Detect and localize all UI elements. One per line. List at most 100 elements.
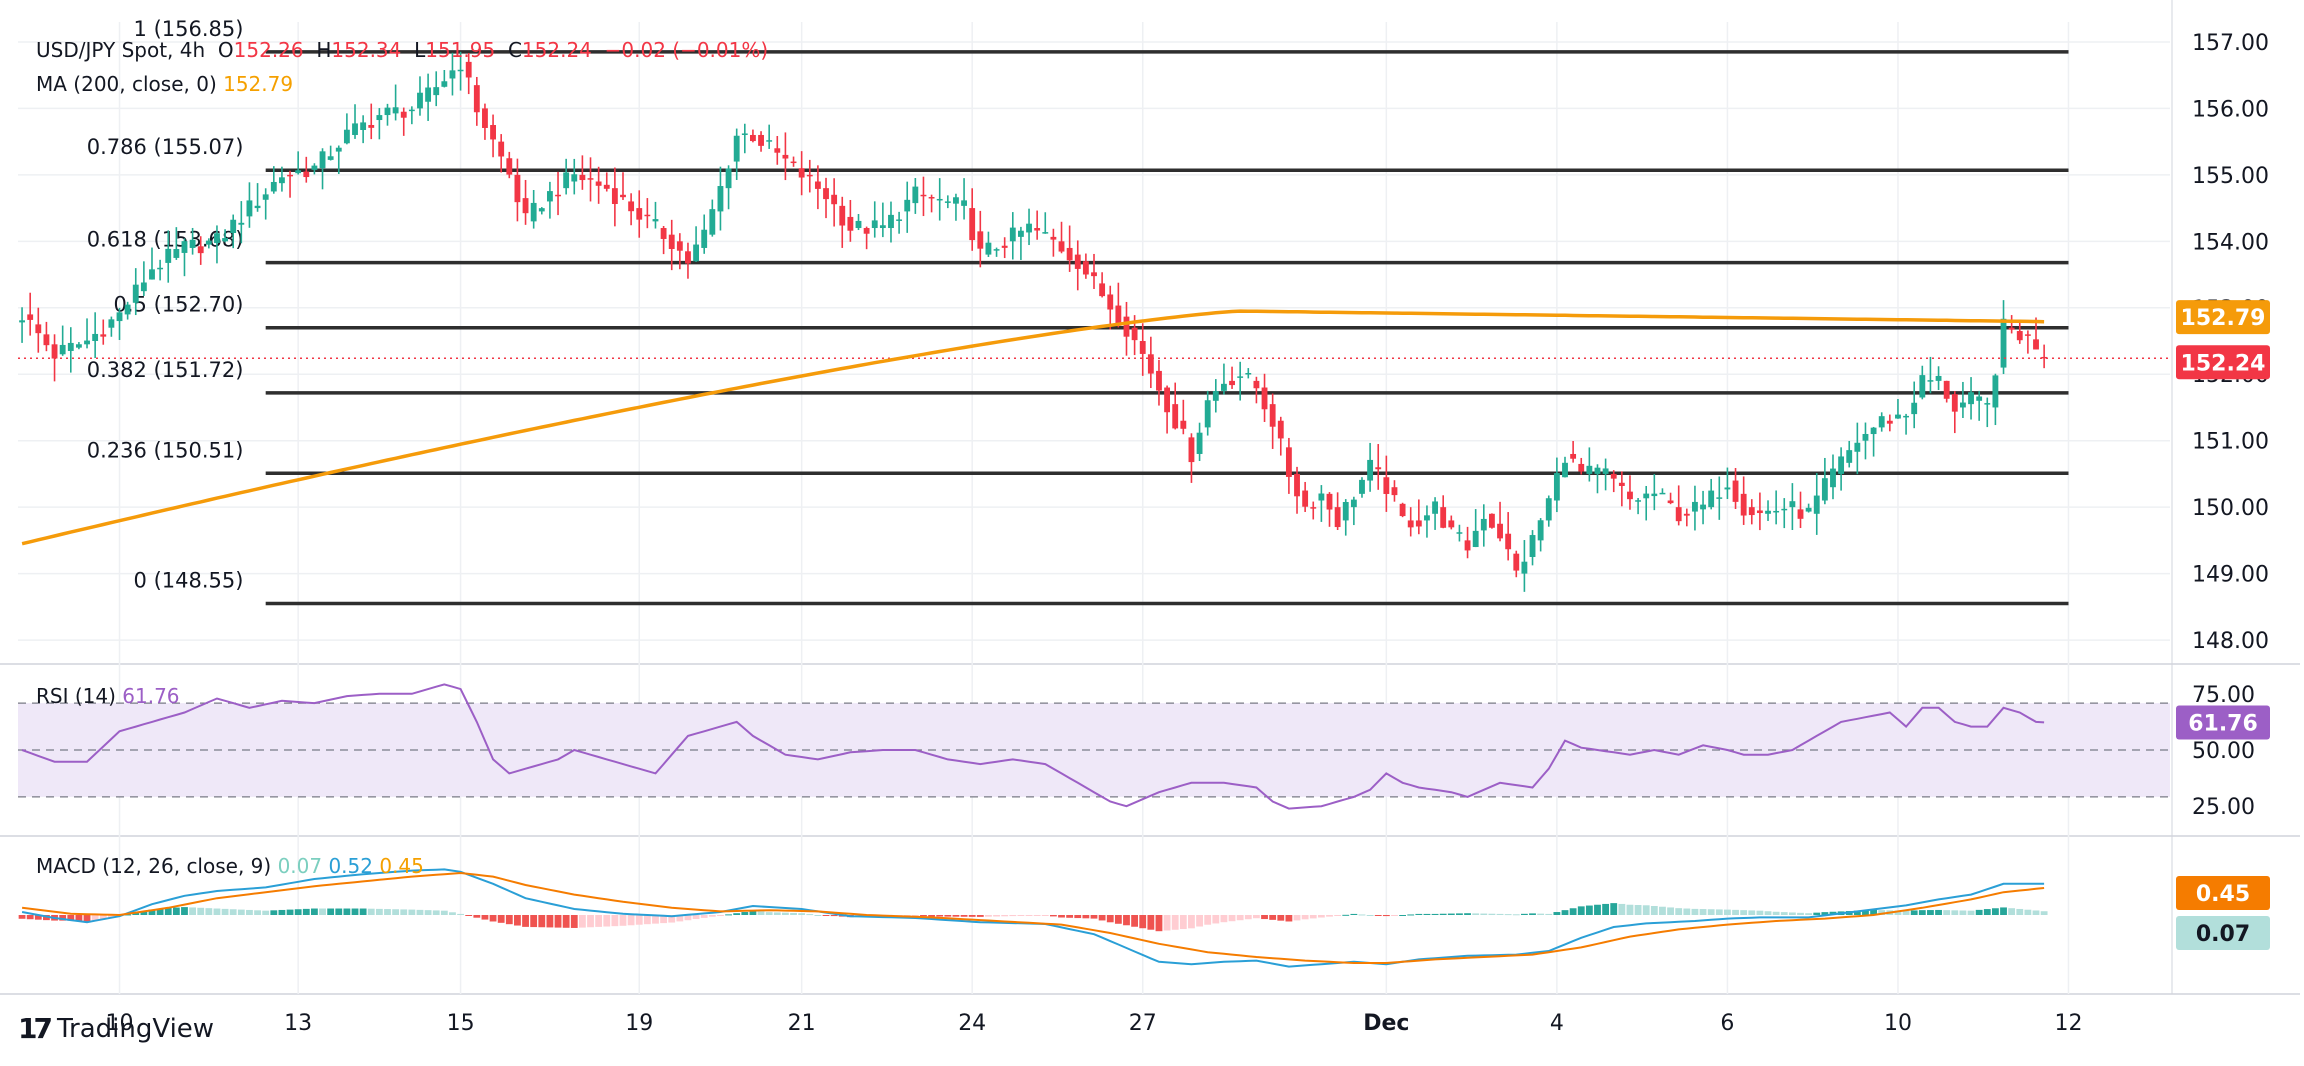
candle-body (595, 181, 602, 186)
candle-body (790, 161, 797, 164)
candle-body (498, 141, 505, 157)
candle-body (871, 220, 878, 229)
macd-histogram-bar (1634, 905, 1642, 915)
macd-histogram-bar (2008, 908, 2016, 915)
price-tick-label: 156.00 (2192, 97, 2269, 122)
macd-histogram-bar (384, 909, 391, 915)
ma200-line (21, 309, 2045, 546)
rsi-line (21, 683, 2045, 810)
macd-histogram-bar (1082, 915, 1090, 919)
macd-histogram-bar (1545, 913, 1553, 915)
macd-histogram-bar (1488, 913, 1496, 915)
candle-body (360, 122, 367, 130)
macd-histogram-bar (481, 915, 489, 920)
candle-body (782, 154, 789, 159)
macd-histogram-bar (416, 909, 424, 915)
macd-histogram-bar (1504, 914, 1512, 916)
candle-body (1521, 561, 1528, 574)
candle-body (1204, 400, 1211, 428)
candle-body (124, 304, 131, 315)
candle-body (43, 334, 50, 346)
macd-histogram-bar (43, 915, 50, 921)
macd-histogram-bar (578, 915, 586, 928)
macd-histogram-bar (1464, 913, 1471, 915)
rsi-value: 61.76 (122, 684, 180, 708)
macd-histogram-bar (960, 915, 968, 917)
macd-histogram-bar (164, 907, 172, 915)
macd-histogram-bar (1829, 911, 1837, 915)
grid-lines (0, 0, 2300, 995)
candle-body (1976, 396, 1983, 401)
candle-body (1180, 420, 1187, 429)
candle-body (1480, 518, 1487, 531)
candle-body (1870, 427, 1877, 435)
macd-histogram-bar (278, 909, 286, 915)
brand[interactable]: 𝟭𝟳 TradingView (18, 1012, 214, 1045)
macd-histogram-bar (627, 915, 635, 926)
candle-body (149, 269, 155, 280)
candle-body (295, 170, 302, 174)
candle-body (1838, 456, 1845, 474)
candle-body (961, 200, 967, 206)
candle-body (1415, 520, 1422, 527)
candle-body (546, 191, 553, 202)
candle-body (408, 109, 415, 112)
macd-histogram-bar (310, 908, 318, 915)
open-value: 152.26 (233, 38, 304, 62)
macd-histogram-bar (1699, 909, 1707, 915)
candle-body (798, 168, 805, 178)
candle-body (514, 174, 521, 203)
macd-histogram-bar (351, 908, 359, 915)
macd-histogram-bar (1715, 909, 1723, 915)
candle-body (888, 214, 894, 229)
macd-histogram-bar (757, 911, 765, 915)
candle-body (59, 344, 66, 355)
macd-histogram-bar (26, 915, 34, 920)
symbol-name: USD/JPY Spot (36, 38, 168, 62)
macd-histogram-bar (1650, 906, 1658, 915)
price-tick-label: 148.00 (2192, 629, 2269, 654)
macd-histogram-bar (1090, 915, 1098, 919)
candle-body (197, 246, 204, 254)
low-value: 151.95 (425, 38, 496, 62)
candle-body (2008, 327, 2015, 330)
macd-histogram-bar (327, 908, 335, 915)
price-tick-label: 157.00 (2192, 31, 2269, 56)
candle-body (1732, 480, 1739, 502)
macd-histogram-bar (676, 915, 684, 922)
candle-body (717, 186, 724, 212)
candle-body (1042, 232, 1049, 234)
candle-body (1310, 507, 1317, 509)
candle-body (912, 186, 919, 204)
macd-histogram-bar (660, 915, 668, 924)
macd-histogram-bar (140, 911, 148, 915)
macd-histogram-bar (99, 915, 107, 920)
candle-body (839, 205, 846, 226)
macd-histogram-bar (1147, 915, 1155, 930)
macd-histogram-bar (59, 915, 67, 921)
macd-histogram-bar (2032, 910, 2040, 915)
macd-histogram-bar (1683, 908, 1691, 915)
candle-body (1375, 467, 1382, 470)
candle-body (1050, 236, 1057, 240)
macd-histogram-bar (1821, 912, 1829, 915)
macd-histogram-bar (1253, 915, 1260, 919)
macd-hist-badge: 0.07 (2196, 922, 2250, 947)
time-tick-label: 12 (2054, 1011, 2082, 1036)
candle-body (457, 69, 464, 72)
macd-histogram-bar (1188, 915, 1195, 929)
macd-histogram-bar (1537, 913, 1545, 915)
macd-histogram-bar (1212, 915, 1220, 924)
time-tick-label: 24 (958, 1011, 986, 1036)
close-label: C (507, 38, 522, 62)
macd-histogram-bar (985, 915, 992, 917)
candle-body (262, 194, 269, 200)
macd-histogram-bar (1114, 915, 1122, 924)
candle-body (238, 222, 245, 225)
candle-body (944, 201, 951, 203)
candle-body (1359, 479, 1365, 494)
macd-histogram-bar (1058, 915, 1065, 918)
candle-body (189, 239, 196, 248)
time-tick-label: 4 (1550, 1011, 1564, 1036)
